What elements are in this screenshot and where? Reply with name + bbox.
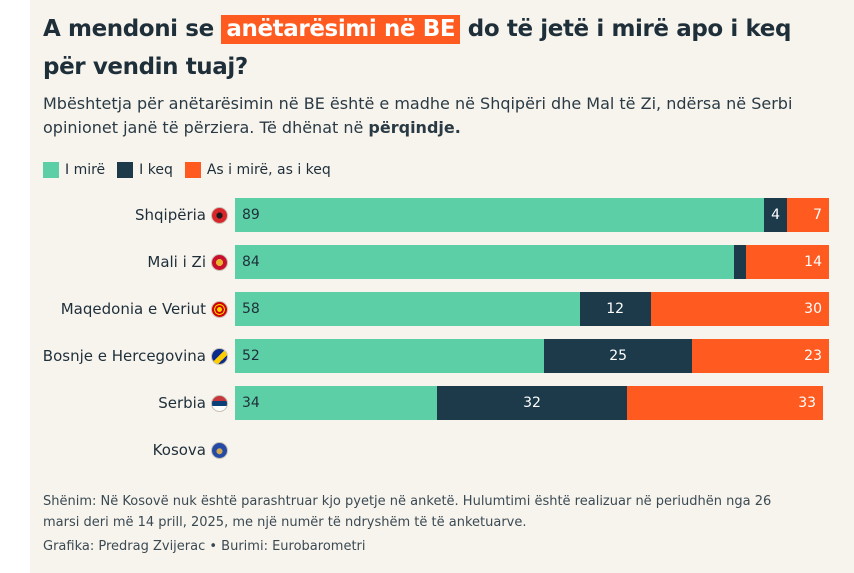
legend-item-0: I mirë (43, 162, 105, 178)
bar-segment: 52 (235, 339, 544, 373)
category-label-text: Shqipëria (135, 206, 206, 224)
bar-segment: 89 (235, 198, 764, 232)
chart-panel (30, 0, 854, 573)
category-label: Serbia (0, 386, 228, 420)
category-label: Bosnje e Hercegovina (0, 339, 228, 373)
data-label: 58 (242, 301, 260, 317)
bar-segment (733, 245, 746, 279)
bar-segment: 12 (579, 292, 651, 326)
north-macedonia-flag-icon (211, 300, 228, 318)
bar-segment: 4 (763, 198, 788, 232)
bosnia-flag-icon (211, 347, 228, 365)
serbia-flag-icon (211, 394, 228, 412)
subtitle-bold: përqindje. (368, 118, 461, 137)
category-label: Kosova (0, 433, 228, 467)
credit-line: Grafika: Predrag Zvijerac • Burimi: Euro… (43, 539, 366, 554)
bar-segment: 30 (650, 292, 829, 326)
category-label-text: Mali i Zi (147, 253, 206, 271)
data-label: 23 (804, 348, 822, 364)
category-label-text: Maqedonia e Veriut (60, 300, 206, 318)
bar-segment: 32 (436, 386, 628, 420)
legend-item-1: I keq (117, 162, 173, 178)
data-label: 89 (242, 207, 260, 223)
footnote: Shënim: Në Kosovë nuk është parashtruar … (43, 494, 772, 530)
legend: I mirë I keq As i mirë, as i keq (43, 159, 343, 181)
legend-label: I mirë (65, 162, 106, 178)
bar-segment: 25 (543, 339, 693, 373)
data-label: 32 (523, 395, 541, 411)
bar-segment: 33 (627, 386, 824, 420)
albania-flag-icon (211, 206, 228, 224)
legend-label: As i mirë, as i keq (206, 162, 331, 178)
bar-segment: 34 (235, 386, 437, 420)
category-label-text: Kosova (152, 441, 206, 459)
category-label: Shqipëria (0, 198, 228, 232)
data-label: 25 (609, 348, 628, 364)
data-label: 30 (804, 301, 822, 317)
legend-swatch (117, 162, 134, 178)
data-label: 7 (813, 207, 822, 223)
chart-title: A mendoni se anëtarësimi në BE do të jet… (43, 10, 833, 86)
title-part1: A mendoni se (43, 16, 222, 42)
category-label-text: Serbia (158, 394, 206, 412)
bar-segment: 58 (235, 292, 580, 326)
data-label: 84 (242, 254, 260, 270)
data-label: 4 (771, 207, 780, 223)
bar-segment: 23 (692, 339, 829, 373)
bar-segment: 14 (745, 245, 829, 279)
chart-subtitle: Mbështetja për anëtarësimin në BE është … (43, 92, 843, 140)
title-highlight: anëtarësimi në BE (221, 15, 461, 44)
montenegro-flag-icon (211, 253, 228, 271)
title-part2: do të jetë i mirë apo i keq për vendin t… (43, 16, 792, 80)
kosovo-flag-icon (211, 441, 228, 459)
data-label: 14 (804, 254, 822, 270)
category-label: Mali i Zi (0, 245, 228, 279)
legend-item-2: As i mirë, as i keq (184, 162, 331, 178)
data-label: 34 (242, 395, 260, 411)
category-label: Maqedonia e Veriut (0, 292, 228, 326)
category-label-text: Bosnje e Hercegovina (42, 347, 206, 365)
bar-segment: 84 (235, 245, 734, 279)
legend-label: I keq (139, 162, 173, 178)
data-label: 52 (242, 348, 260, 364)
bar-segment: 7 (787, 198, 829, 232)
data-label: 33 (798, 395, 817, 411)
legend-swatch (43, 162, 59, 178)
data-label: 12 (606, 301, 625, 317)
legend-swatch (184, 162, 201, 178)
subtitle-text: Mbështetja për anëtarësimin në BE është … (43, 94, 793, 137)
